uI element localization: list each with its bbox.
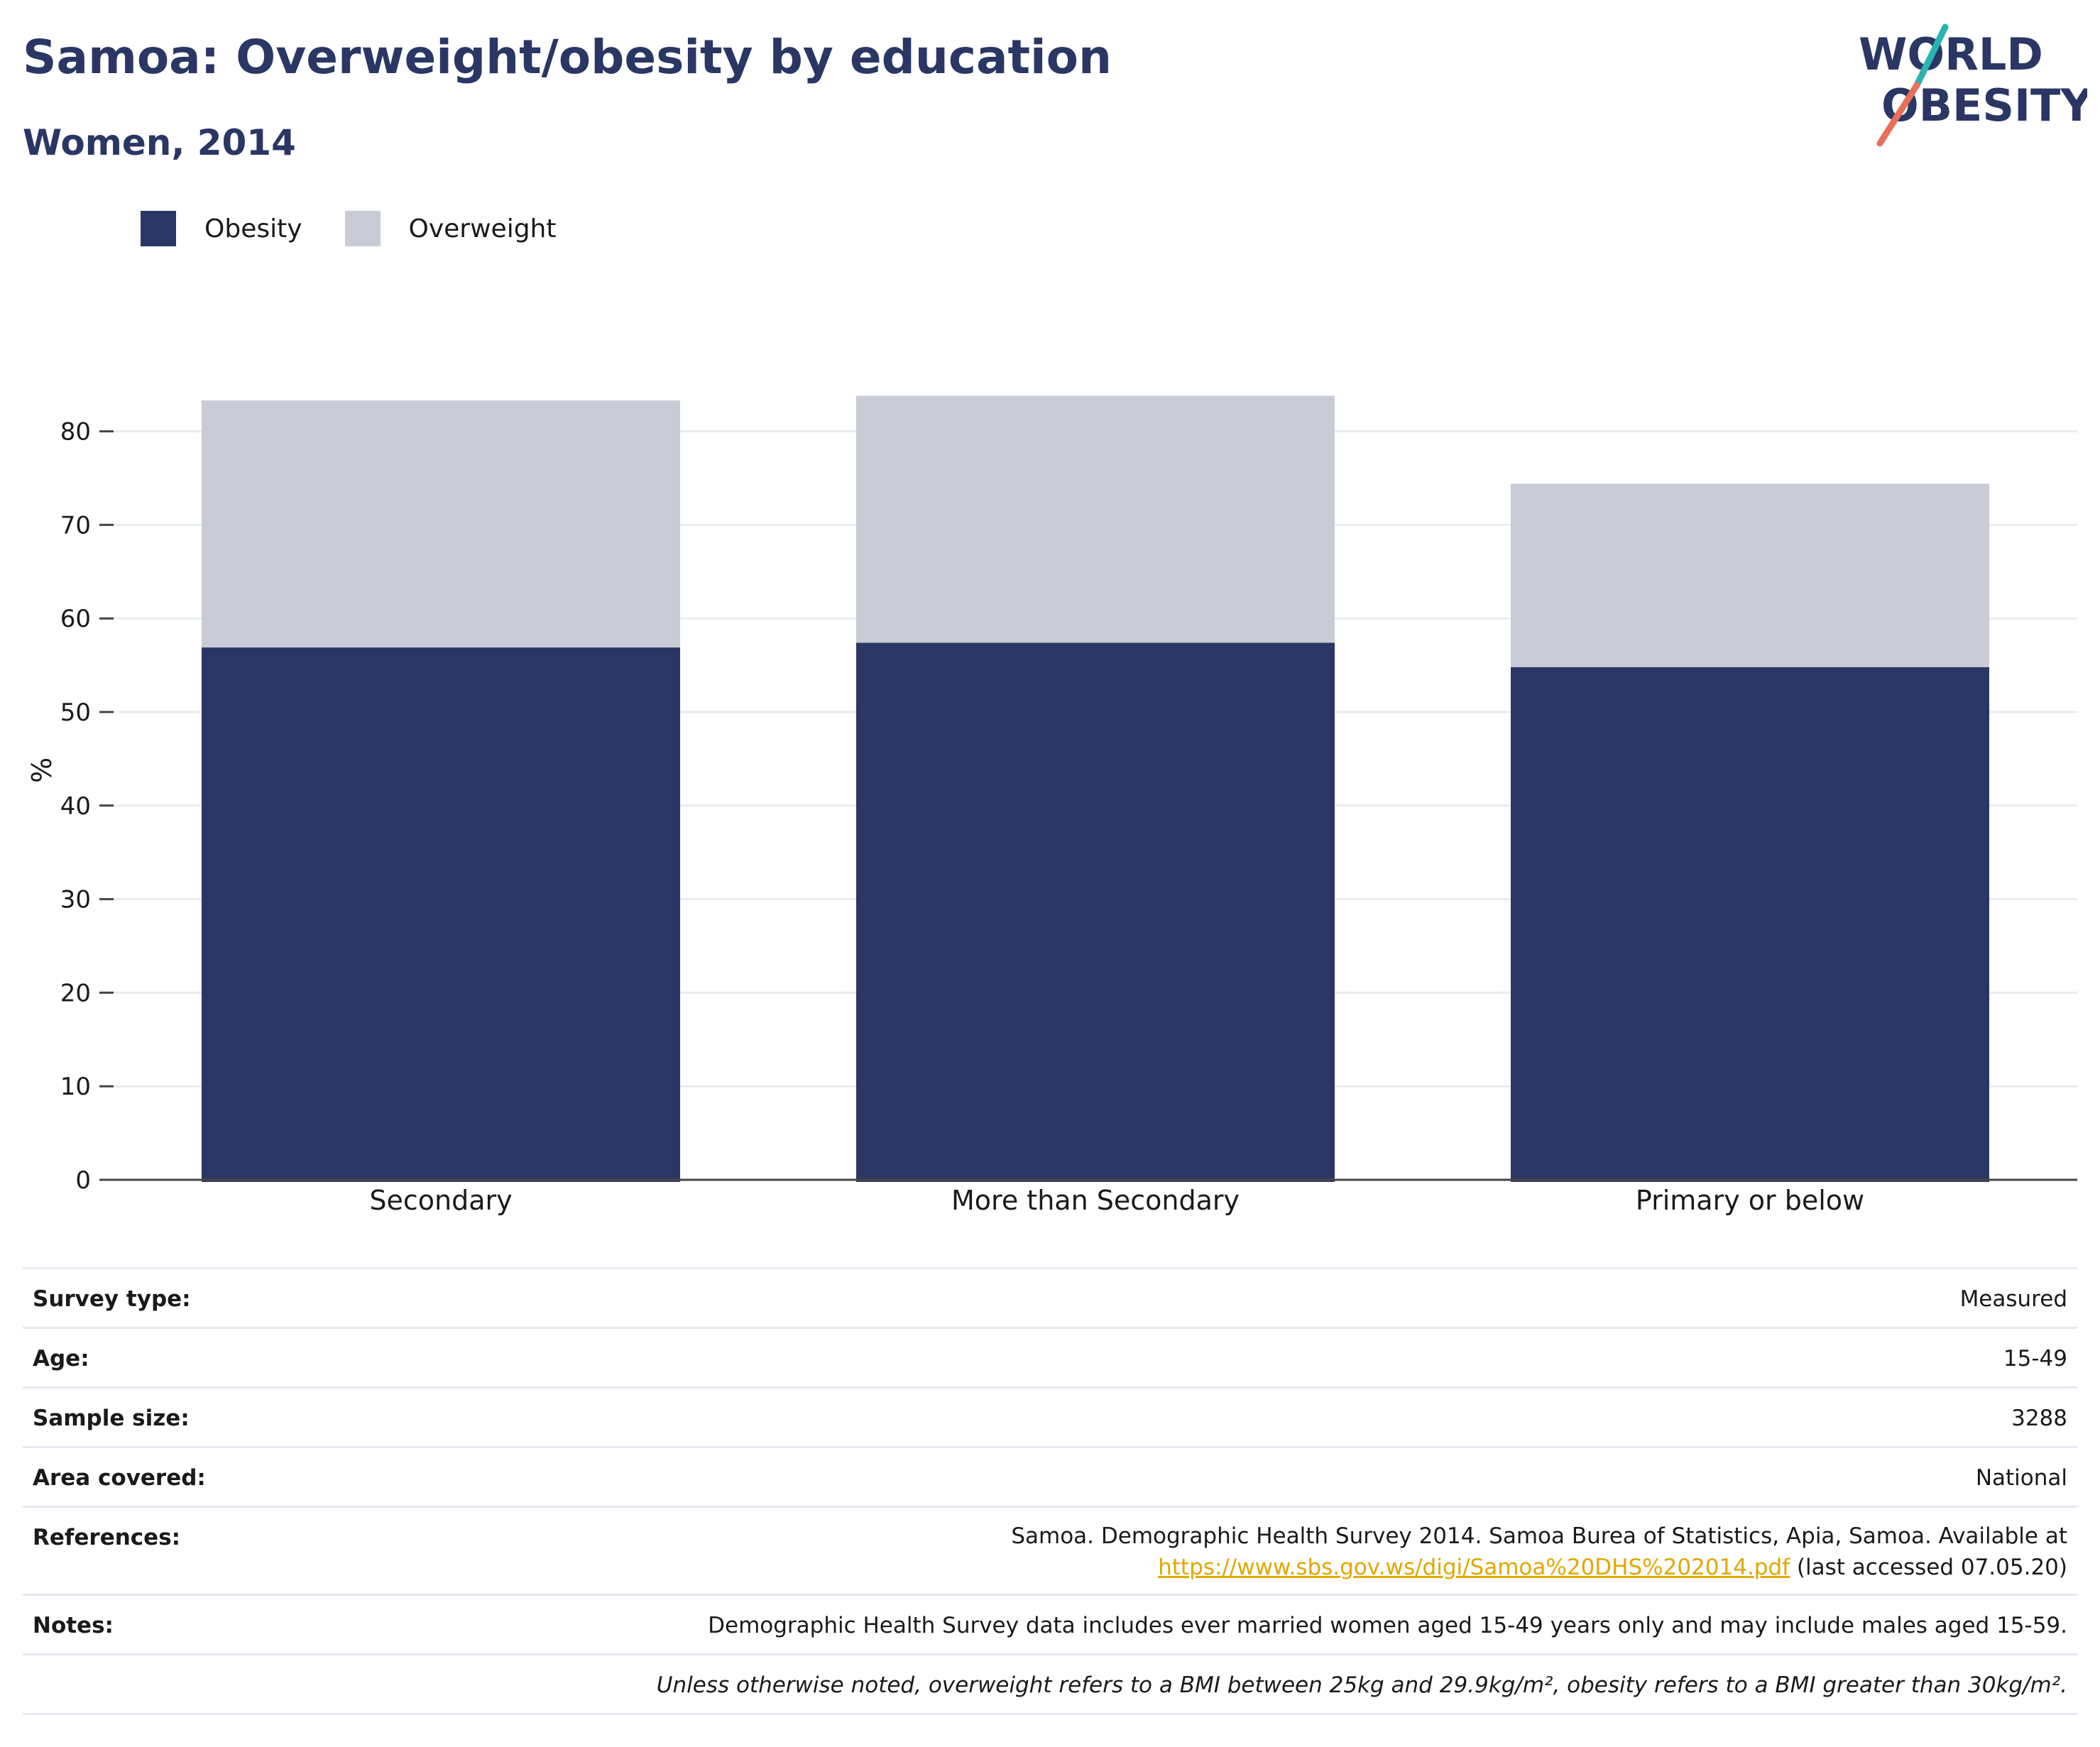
legend-item-obesity[interactable]: Obesity — [141, 211, 302, 246]
info-value: 15-49 — [266, 1327, 2077, 1388]
chart-subtitle: Women, 2014 — [23, 122, 296, 163]
legend-swatch-overweight — [344, 211, 381, 246]
y-tick-label: 50 — [60, 699, 91, 727]
info-row-area-covered: Area covered: National — [23, 1446, 2077, 1507]
info-key: Notes: — [23, 1594, 267, 1655]
legend-item-overweight[interactable]: Overweight — [344, 211, 557, 246]
bar-overweight-secondary[interactable] — [202, 400, 680, 648]
bar-obesity-primary-or-below[interactable] — [1511, 667, 1989, 1182]
reference-suffix: (last accessed 07.05.20) — [1790, 1555, 2067, 1580]
reference-text: Samoa. Demographic Health Survey 2014. S… — [1011, 1523, 2067, 1549]
info-value: National — [266, 1446, 2077, 1507]
y-tick-label: 40 — [60, 792, 91, 821]
reference-link[interactable]: https://www.sbs.gov.ws/digi/Samoa%20DHS%… — [1158, 1555, 1790, 1580]
bar-overweight-primary-or-below[interactable] — [1511, 483, 1989, 667]
x-tick-label: Secondary — [369, 1185, 512, 1216]
logo-line1: WORLD — [1859, 28, 2043, 80]
x-tick-label: Primary or below — [1636, 1185, 1864, 1216]
logo-slash-bottom — [1876, 82, 1920, 147]
legend-swatch-obesity — [141, 211, 176, 246]
info-key: Survey type: — [23, 1267, 267, 1328]
info-value: 3288 — [266, 1386, 2077, 1447]
y-tick-label: 10 — [60, 1073, 91, 1101]
y-tick-label: 0 — [75, 1166, 91, 1195]
info-row-survey-type: Survey type: Measured — [23, 1267, 2077, 1328]
bmi-footnote: Unless otherwise noted, overweight refer… — [266, 1653, 2077, 1715]
y-tick-label: 70 — [60, 511, 91, 540]
y-tick-label: 20 — [60, 979, 91, 1007]
y-tick-label: 30 — [60, 886, 91, 914]
info-row-references: References: Samoa. Demographic Health Su… — [23, 1506, 2077, 1595]
info-key: Age: — [23, 1327, 267, 1388]
info-value: Demographic Health Survey data includes … — [266, 1594, 2077, 1655]
bar-obesity-more-than-secondary[interactable] — [856, 642, 1335, 1182]
info-row-footnote: Unless otherwise noted, overweight refer… — [23, 1653, 2077, 1715]
bar-overweight-more-than-secondary[interactable] — [856, 395, 1335, 643]
chart-title: Samoa: Overweight/obesity by education — [23, 30, 1112, 84]
y-tick-label: 60 — [60, 605, 91, 633]
info-key: Area covered: — [23, 1446, 267, 1507]
info-row-age: Age: 15-49 — [23, 1327, 2077, 1388]
y-axis-title: % — [26, 757, 58, 783]
world-obesity-logo: WORLD OBESITY — [1859, 23, 2087, 147]
axes: 0 10 20 30 40 50 60 70 80 Secondary More than Seco… — [60, 418, 2077, 1216]
bar-obesity-secondary[interactable] — [202, 647, 680, 1182]
x-tick-label: More than Secondary — [951, 1185, 1240, 1216]
bars — [202, 395, 1989, 1182]
info-value: Measured — [266, 1267, 2077, 1328]
legend-label-obesity: Obesity — [204, 214, 302, 243]
info-value-references: Samoa. Demographic Health Survey 2014. S… — [266, 1506, 2077, 1595]
chart-legend: Obesity Overweight — [141, 210, 598, 247]
info-key-empty — [23, 1653, 267, 1715]
logo-slash-top — [1913, 23, 1949, 89]
info-key: References: — [23, 1506, 267, 1595]
info-row-notes: Notes: Demographic Health Survey data in… — [23, 1594, 2077, 1655]
info-key: Sample size: — [23, 1386, 267, 1447]
info-row-sample-size: Sample size: 3288 — [23, 1386, 2077, 1447]
y-tick-label: 80 — [60, 418, 91, 447]
survey-info-table: Survey type: Measured Age: 15-49 Sample … — [23, 1267, 2077, 1715]
legend-label-overweight: Overweight — [408, 214, 557, 243]
bar-chart: 0 10 20 30 40 50 60 70 80 Secondary More than Seco… — [26, 395, 2077, 1216]
